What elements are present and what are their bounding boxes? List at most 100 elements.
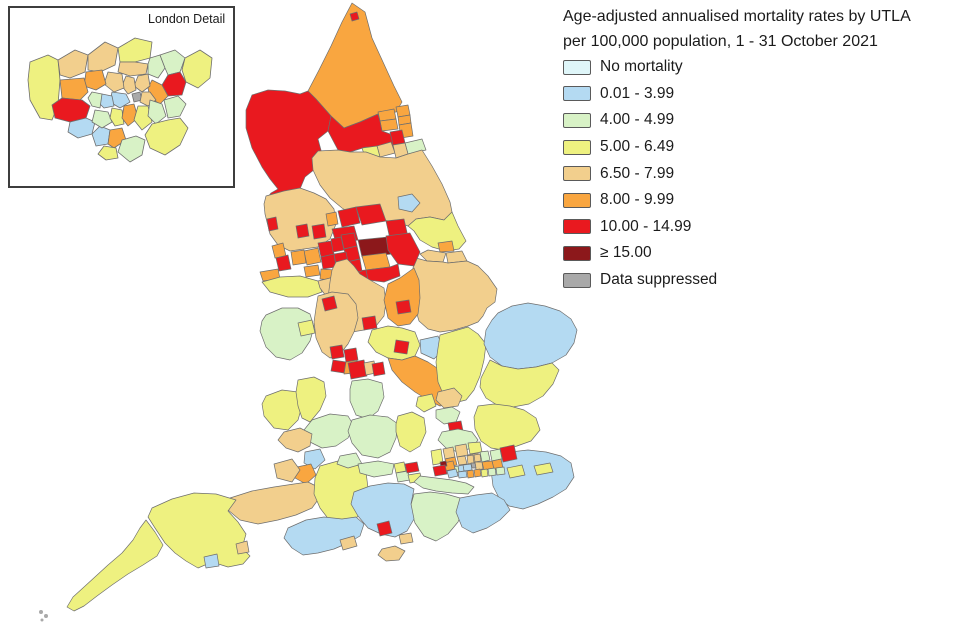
region-milton-keynes [415, 393, 437, 413]
region-sandwell [330, 359, 347, 374]
legend-item-5: 8.00 - 9.99 [563, 187, 957, 214]
region-hull [437, 240, 455, 253]
region-telford [297, 319, 316, 337]
region-harrow [57, 49, 89, 79]
region-ln-lewisham [480, 468, 489, 478]
legend: Age-adjusted annualised mortality rates … [563, 4, 957, 293]
region-leicestershire [367, 325, 421, 361]
legend-item-0: No mortality [563, 54, 957, 81]
region-ln-hounslow [432, 464, 448, 477]
region-slough [404, 461, 420, 474]
legend-rows: No mortality 0.01 - 3.99 4.00 - 4.99 5.00 -… [563, 54, 957, 293]
region-st-helens [290, 249, 307, 266]
legend-swatch-b5 [563, 192, 591, 208]
region-swindon [336, 452, 363, 469]
region-cornwall [66, 519, 164, 612]
region-north-somerset [273, 458, 301, 483]
region-hampshire [350, 482, 415, 538]
region-oxfordshire [347, 414, 399, 459]
region-walsall [343, 347, 359, 363]
region-ln-wandsworth [457, 470, 468, 479]
region-enfield [117, 37, 153, 63]
region-ln-havering [499, 444, 518, 463]
region-west-berkshire [357, 460, 395, 478]
region-medway [506, 464, 526, 479]
region-islington [121, 75, 137, 95]
london-inset-title: London Detail [148, 12, 226, 26]
legend-swatch-b7 [563, 245, 591, 261]
region-hartlepool [389, 129, 406, 146]
region-essex [473, 403, 541, 451]
legend-item-2: 4.00 - 4.99 [563, 107, 957, 134]
legend-swatch-b1 [563, 86, 591, 102]
region-haringey [117, 61, 149, 77]
legend-label: No mortality [600, 58, 683, 76]
region-buckinghamshire [395, 411, 427, 453]
region-liverpool [275, 254, 292, 272]
region-blackpool [266, 216, 279, 232]
legend-swatch-b6 [563, 219, 591, 235]
scilly-dot [44, 614, 48, 618]
legend-label: 0.01 - 3.99 [600, 84, 675, 102]
region-hammersmith [87, 91, 103, 109]
legend-swatch-b2 [563, 112, 591, 128]
region-plymouth [203, 553, 220, 569]
legend-title-line2: per 100,000 population, 1 - 31 October 2… [563, 33, 878, 50]
region-ln-waltham [479, 450, 491, 463]
region-hounslow [51, 97, 91, 123]
legend-item-6: 10.00 - 14.99 [563, 214, 957, 241]
main-map-layer [66, 2, 578, 612]
region-lincolnshire [410, 257, 498, 333]
region-sutton [97, 145, 119, 161]
legend-item-4: 6.50 - 7.99 [563, 160, 957, 187]
legend-item-1: 0.01 - 3.99 [563, 81, 957, 108]
region-nottingham [395, 299, 412, 315]
region-ln-greenwich [487, 467, 497, 477]
region-ln-barnet [454, 443, 469, 458]
region-cambridgeshire [435, 326, 487, 404]
region-doncaster [385, 232, 421, 267]
legend-label: 8.00 - 9.99 [600, 191, 675, 209]
region-barnet [87, 41, 119, 73]
region-worcestershire [295, 376, 327, 423]
region-wandsworth [91, 109, 113, 129]
region-isle-of-wight [377, 545, 406, 562]
region-ln-hackney [473, 453, 482, 463]
region-bristol [303, 448, 326, 470]
region-brent [83, 69, 107, 91]
region-bcp [339, 535, 358, 551]
scilly-dot [40, 618, 44, 622]
region-ln-tower-hamlets [474, 461, 484, 471]
legend-label: 10.00 - 14.99 [600, 217, 692, 235]
region-bedford [435, 387, 463, 409]
region-warrington [303, 264, 321, 278]
region-ln-westminster [462, 463, 473, 472]
region-ln-camden [456, 455, 468, 466]
legend-swatch-sup [563, 272, 591, 288]
region-derby [361, 315, 378, 331]
region-kingston [91, 125, 111, 147]
region-cheshire-west [261, 275, 323, 298]
legend-swatch-b3 [563, 139, 591, 155]
region-herefordshire [261, 389, 303, 431]
legend-label: 4.00 - 4.99 [600, 111, 675, 129]
legend-label: Data suppressed [600, 271, 718, 289]
region-york [397, 193, 421, 213]
region-gateshead [379, 118, 399, 132]
region-stoke [321, 295, 338, 312]
region-birmingham [347, 359, 368, 380]
region-devon [147, 492, 251, 569]
london-inset-layer [27, 37, 213, 163]
region-burnley [325, 211, 339, 227]
region-bradford [337, 206, 361, 228]
region-bromley [144, 117, 189, 156]
region-west-sussex [409, 491, 465, 542]
legend-item-8: Data suppressed [563, 267, 957, 294]
region-southampton [376, 520, 393, 537]
isles-of-scilly-dots [39, 610, 48, 622]
legend-item-7: ≥ 15.00 [563, 240, 957, 267]
region-berwick [349, 11, 360, 22]
region-torbay [235, 540, 250, 555]
region-hackney [133, 73, 151, 93]
region-wigan [303, 247, 322, 266]
